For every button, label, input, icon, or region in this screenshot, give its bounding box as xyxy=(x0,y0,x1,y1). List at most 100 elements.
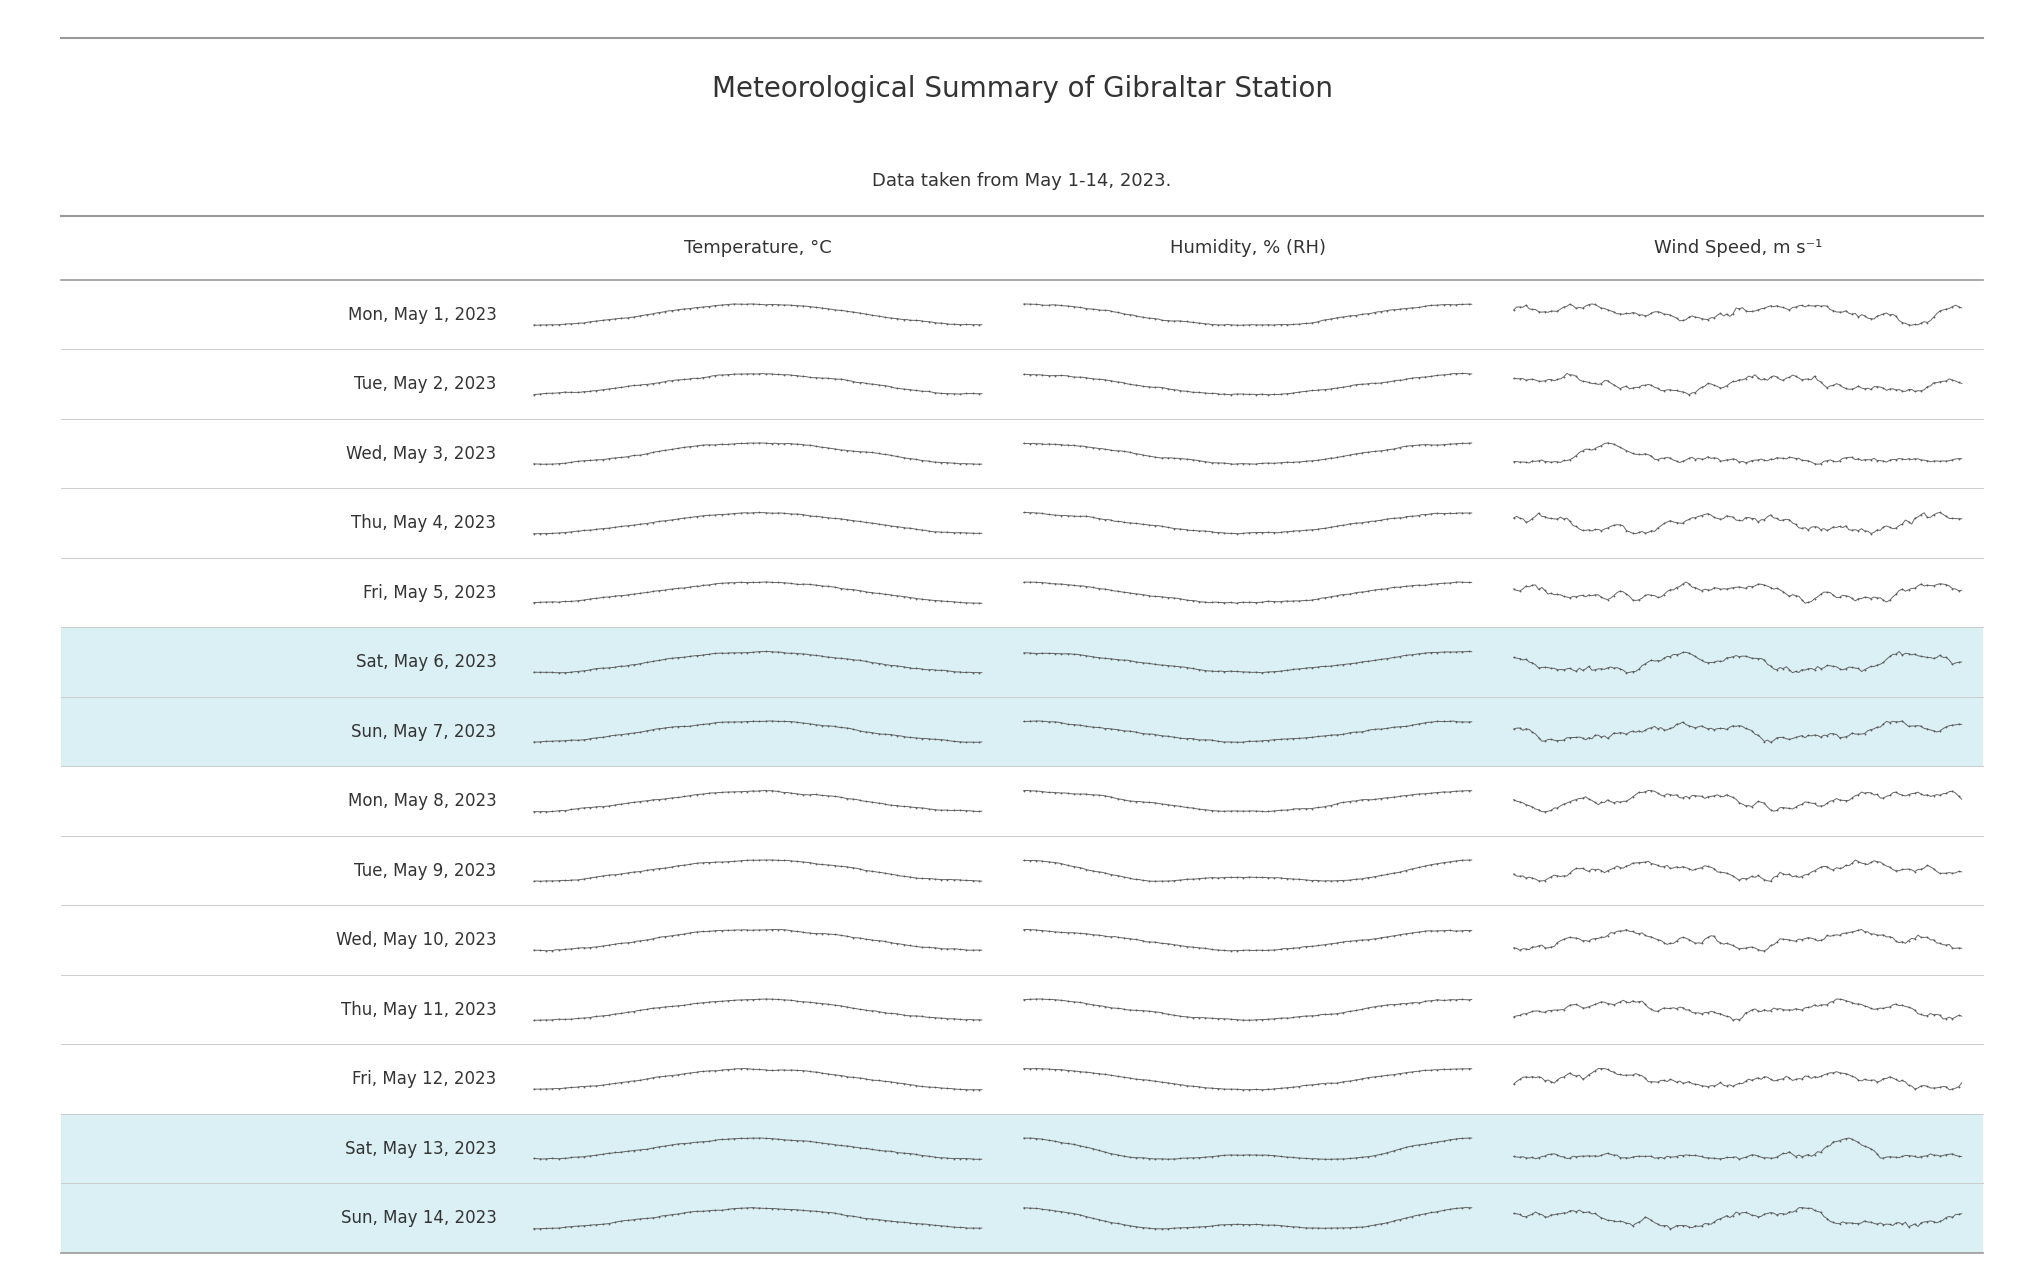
Point xyxy=(593,658,625,678)
Point xyxy=(1171,590,1204,611)
Point xyxy=(1647,448,1680,468)
Point xyxy=(963,1010,995,1030)
Point xyxy=(762,781,795,801)
Point xyxy=(1511,513,1543,533)
Point xyxy=(1623,1146,1656,1166)
Point xyxy=(693,714,726,734)
Point xyxy=(1836,379,1868,399)
Point xyxy=(1245,523,1278,543)
Point xyxy=(1402,1205,1435,1225)
Point xyxy=(1214,384,1247,404)
Point xyxy=(617,792,650,813)
Point xyxy=(1114,583,1147,603)
Point xyxy=(1829,855,1862,875)
Point xyxy=(875,864,908,884)
Point xyxy=(693,575,726,595)
Point xyxy=(1151,795,1183,815)
Point xyxy=(918,383,950,403)
Point xyxy=(1930,784,1962,804)
Point xyxy=(593,796,625,817)
Point xyxy=(1145,655,1177,675)
Point xyxy=(1296,1075,1329,1095)
Point xyxy=(580,519,613,539)
Point xyxy=(850,373,883,393)
Point xyxy=(705,505,738,525)
Point xyxy=(675,785,707,805)
Point xyxy=(517,524,550,544)
Point xyxy=(1139,586,1171,607)
Point xyxy=(1220,524,1253,544)
Point xyxy=(1930,575,1962,595)
Point xyxy=(1196,730,1228,750)
Point xyxy=(1384,1210,1416,1230)
Point xyxy=(736,294,769,314)
Point xyxy=(744,781,777,801)
Point xyxy=(1848,586,1880,607)
Point xyxy=(1265,591,1298,612)
Point xyxy=(1202,453,1235,473)
Point xyxy=(1496,1203,1529,1224)
Point xyxy=(887,656,920,677)
Point xyxy=(1145,586,1177,607)
Point xyxy=(1251,453,1284,473)
Point xyxy=(1686,449,1719,469)
Point xyxy=(875,585,908,605)
Point xyxy=(1183,1217,1216,1238)
Point xyxy=(574,1215,607,1235)
Point xyxy=(668,508,701,528)
Point xyxy=(1102,303,1134,323)
Point xyxy=(818,647,850,668)
Point xyxy=(1396,368,1429,388)
Point xyxy=(1427,642,1459,663)
Point xyxy=(523,384,556,404)
Point xyxy=(554,939,587,959)
Point xyxy=(1523,871,1555,892)
Point xyxy=(617,1071,650,1091)
Point xyxy=(1284,1217,1316,1238)
Point xyxy=(662,1203,695,1224)
Point xyxy=(1171,869,1204,889)
Point xyxy=(1578,1203,1611,1224)
Point xyxy=(1396,1062,1429,1082)
Point xyxy=(1069,716,1102,736)
Point xyxy=(1592,1144,1625,1164)
Point xyxy=(1811,450,1844,471)
Point xyxy=(1553,995,1586,1015)
Point xyxy=(1511,719,1543,739)
Point xyxy=(1772,586,1805,607)
Point xyxy=(1408,296,1441,317)
Point xyxy=(1345,304,1378,324)
Point xyxy=(1414,295,1447,315)
Point xyxy=(1566,660,1598,681)
Point xyxy=(1899,508,1932,528)
Point xyxy=(1692,446,1725,467)
Point xyxy=(587,519,619,539)
Point xyxy=(1020,920,1053,940)
Point xyxy=(1547,1067,1580,1088)
Point xyxy=(1278,314,1310,335)
Point xyxy=(793,922,826,943)
Point xyxy=(623,1000,656,1020)
Point xyxy=(887,379,920,399)
Point xyxy=(1629,995,1662,1015)
Point xyxy=(1365,1213,1398,1234)
Point xyxy=(1278,799,1310,819)
Point xyxy=(1717,866,1750,887)
Point xyxy=(1345,651,1378,672)
Point xyxy=(1517,509,1549,529)
Point xyxy=(1705,303,1737,323)
Point xyxy=(1729,719,1762,739)
Point xyxy=(1930,1076,1962,1096)
Point xyxy=(899,1006,932,1027)
Point xyxy=(1598,857,1631,878)
Point xyxy=(699,365,732,385)
Point xyxy=(1327,1002,1359,1023)
Point xyxy=(1327,1149,1359,1169)
Point xyxy=(1598,375,1631,396)
Point xyxy=(1089,439,1122,459)
Point xyxy=(893,379,926,399)
Point xyxy=(517,384,550,404)
Point xyxy=(944,314,977,335)
Point xyxy=(1114,1147,1147,1168)
Point xyxy=(1257,1079,1290,1099)
